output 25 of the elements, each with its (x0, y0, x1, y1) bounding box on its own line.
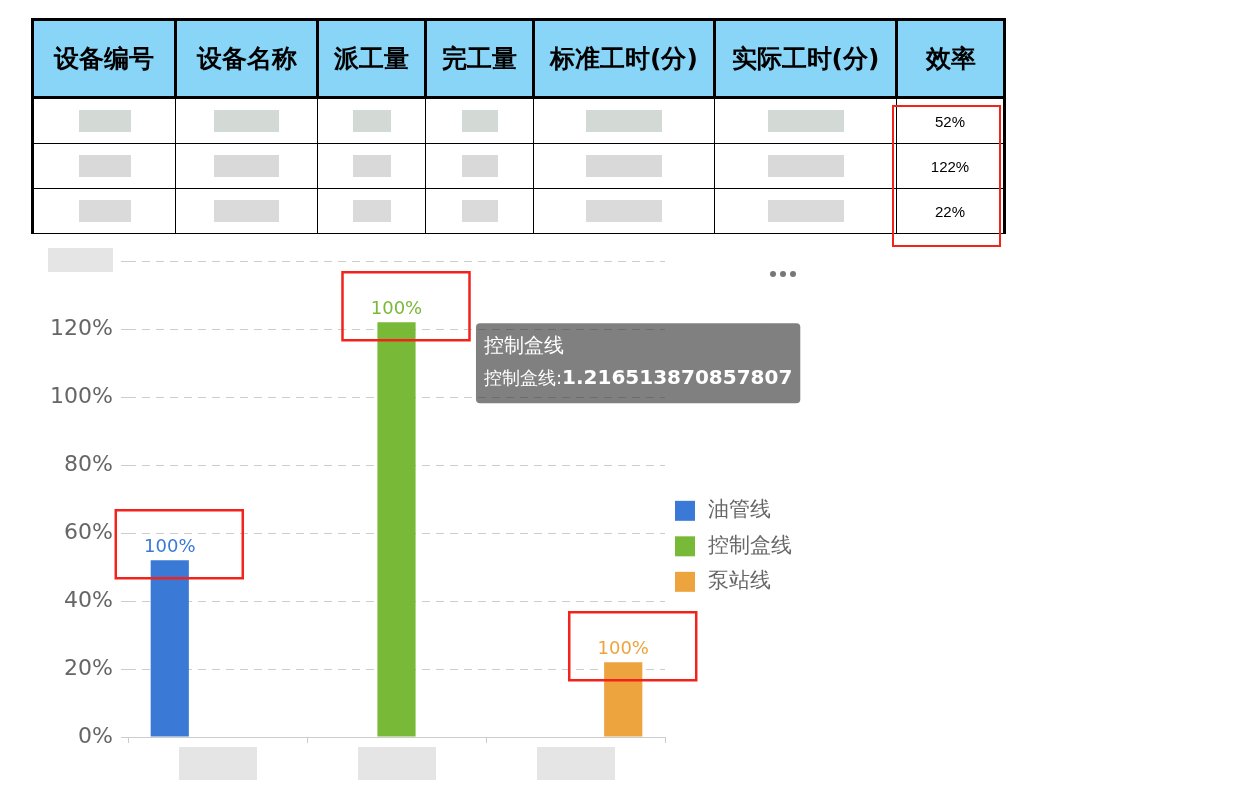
category-label: 效率 (896, 19, 1005, 98)
category-label: 派工量 (317, 19, 426, 98)
category-label: 设备名称 (175, 19, 318, 98)
legend-label: 油管线 (708, 497, 771, 522)
legend-label: 泵站线 (708, 568, 771, 593)
y-tick-label: 100% (50, 382, 113, 408)
text: 52% (934, 112, 966, 130)
category-label: 实际工时(分) (714, 19, 897, 98)
annotation: 控制盒线 (483, 333, 564, 358)
category-label: 设备编号 (32, 19, 176, 98)
y-tick-label: 0% (78, 722, 113, 748)
annotation: 100% (597, 636, 649, 658)
annotation: 控制盒线:1.216513870857807 (483, 365, 793, 390)
legend-label: 控制盒线 (708, 532, 792, 557)
y-tick-label: 40% (64, 586, 113, 612)
y-tick-label: 120% (50, 314, 113, 340)
category-label: 标准工时(分) (533, 19, 715, 98)
y-tick-label: 60% (64, 518, 113, 544)
annotation: 100% (144, 534, 196, 556)
text: 22% (934, 202, 966, 220)
annotation: 100% (370, 297, 423, 319)
y-tick-label: 20% (64, 654, 113, 680)
text: 122% (930, 157, 970, 175)
y-tick-label: 80% (64, 450, 113, 476)
category-label: 完工量 (425, 19, 534, 98)
